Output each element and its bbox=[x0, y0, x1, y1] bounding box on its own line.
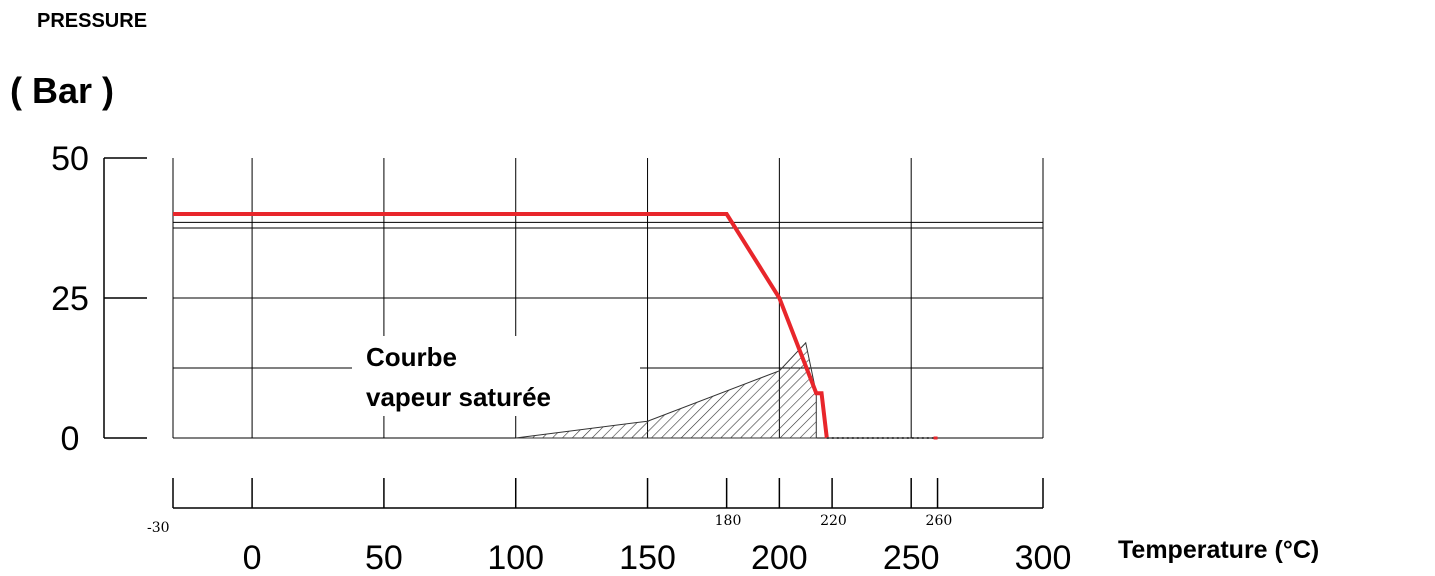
x-tick-label-4: 200 bbox=[751, 539, 808, 576]
x-tick-label-0: 0 bbox=[243, 539, 262, 576]
y-tick-label-0: 0 bbox=[61, 420, 80, 458]
x-tick-label-6: 300 bbox=[1015, 539, 1072, 576]
x-small-tick-label-2: 220 bbox=[820, 513, 847, 529]
x-small-tick-label-0: -30 bbox=[147, 520, 170, 536]
annotation-box bbox=[352, 336, 640, 416]
x-small-tick-label-3: 260 bbox=[926, 513, 953, 529]
y-axis-label: ( Bar ) bbox=[10, 70, 115, 111]
x-small-tick-label-1: 180 bbox=[715, 513, 742, 529]
y-tick-label-1: 25 bbox=[51, 280, 89, 318]
annotation: Courbe vapeur saturée bbox=[352, 336, 640, 416]
shaded-area bbox=[515, 341, 817, 439]
x-tick-label-2: 100 bbox=[487, 539, 544, 576]
chart-title: PRESSURE bbox=[37, 10, 148, 32]
series-line-0 bbox=[173, 212, 829, 439]
annotation-line-1: Courbe bbox=[366, 342, 457, 372]
x-tick-label-3: 150 bbox=[619, 539, 676, 576]
saturated-steam-region bbox=[515, 341, 817, 439]
y-axis: 0 25 50 bbox=[51, 140, 147, 458]
series-lines bbox=[173, 212, 938, 440]
x-axis: 0 50 100 150 200 250 300 -30 180 220 260 bbox=[147, 478, 1071, 576]
annotation-line-2: vapeur saturée bbox=[366, 382, 551, 412]
x-tick-label-5: 250 bbox=[883, 539, 940, 576]
x-tick-label-1: 50 bbox=[365, 539, 403, 576]
y-tick-label-2: 50 bbox=[51, 140, 89, 178]
x-axis-label: Temperature (°C) bbox=[1118, 536, 1320, 564]
